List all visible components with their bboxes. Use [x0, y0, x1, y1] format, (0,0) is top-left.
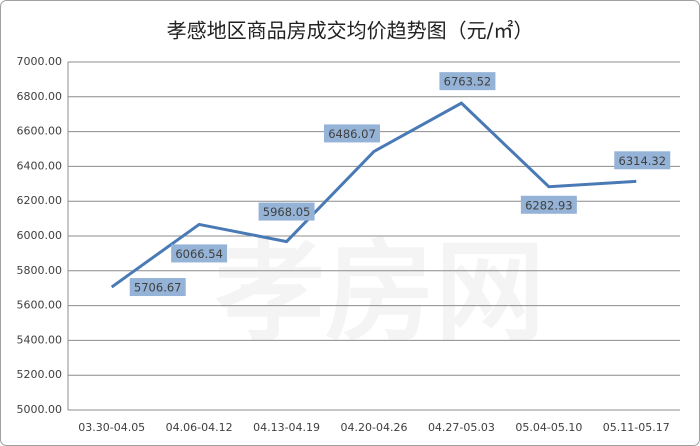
y-tick-label: 5200.00	[17, 368, 63, 381]
y-tick-label: 6600.00	[17, 125, 63, 138]
watermark: 孝房网	[215, 228, 545, 356]
data-label-box	[324, 124, 380, 143]
data-line	[110, 101, 637, 289]
data-label-box	[614, 151, 671, 170]
data-label-box	[171, 244, 228, 263]
data-label-box	[129, 278, 186, 297]
data-label: 6314.32	[619, 154, 667, 168]
data-label-box	[439, 72, 496, 91]
y-tick-label: 6400.00	[17, 159, 63, 172]
y-tick-label: 5400.00	[17, 333, 63, 346]
y-tick-label: 6000.00	[17, 229, 63, 242]
data-label: 5706.67	[134, 281, 182, 295]
x-tick-label: 04.20-04.26	[341, 421, 408, 434]
y-tick-label: 5000.00	[17, 403, 63, 416]
x-tick-label: 04.06-04.12	[166, 421, 233, 434]
y-tick-label: 7000.00	[17, 55, 63, 68]
data-label: 6066.54	[175, 247, 223, 261]
y-tick-label: 6800.00	[17, 90, 63, 103]
y-tick-label: 5600.00	[17, 299, 63, 312]
x-tick-label: 05.04-05.10	[515, 421, 582, 434]
chart-title: 孝感地区商品房成交均价趋势图（元/㎡）	[167, 19, 534, 43]
data-label: 6763.52	[444, 75, 492, 89]
data-label: 5968.05	[263, 205, 311, 219]
data-label: 6486.07	[328, 127, 376, 141]
data-label-box	[520, 195, 577, 214]
data-label: 6282.93	[525, 198, 573, 212]
x-tick-label: 03.30-04.05	[78, 421, 145, 434]
x-tick-label: 04.13-04.19	[253, 421, 320, 434]
y-tick-label: 5800.00	[17, 264, 63, 277]
x-tick-label: 04.27-05.03	[428, 421, 495, 434]
x-tick-label: 05.11-05.17	[603, 421, 670, 434]
y-tick-label: 6200.00	[17, 194, 63, 207]
data-label-box	[258, 202, 315, 221]
